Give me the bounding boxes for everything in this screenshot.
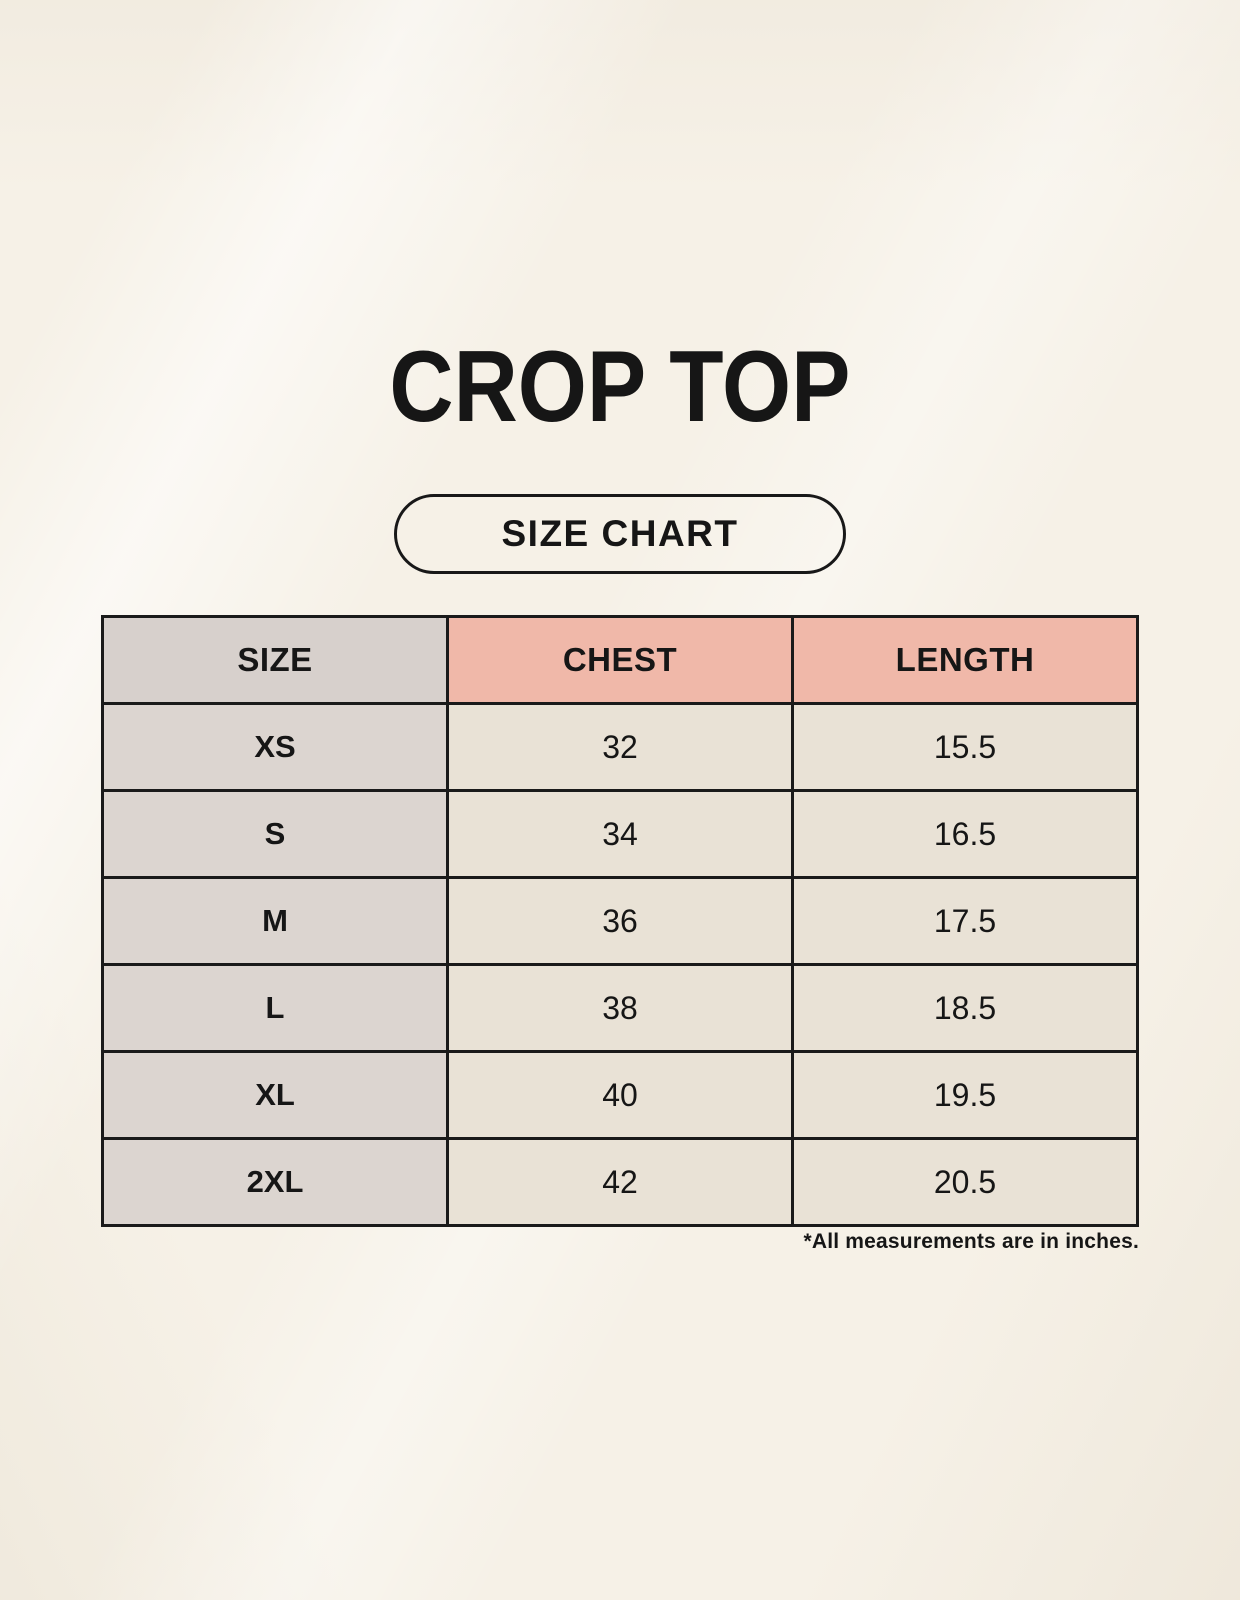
table-row: XS 32 15.5 <box>101 702 1139 792</box>
chest-cell: 34 <box>446 789 794 879</box>
size-cell: S <box>101 789 449 879</box>
length-cell: 20.5 <box>791 1137 1139 1227</box>
table-row: 2XL 42 20.5 <box>101 1137 1139 1227</box>
size-cell: M <box>101 876 449 966</box>
measurements-note: *All measurements are in inches. <box>803 1230 1139 1253</box>
size-chart-table: SIZE CHEST LENGTH XS 32 15.5 S 34 16.5 M… <box>101 615 1139 1227</box>
size-cell: XS <box>101 702 449 792</box>
length-cell: 18.5 <box>791 963 1139 1053</box>
table-row: L 38 18.5 <box>101 963 1139 1053</box>
length-cell: 16.5 <box>791 789 1139 879</box>
size-chart-label: SIZE CHART <box>501 513 739 554</box>
length-cell: 17.5 <box>791 876 1139 966</box>
page-title-text: CROP TOP <box>389 331 851 443</box>
table-row: XL 40 19.5 <box>101 1050 1139 1140</box>
chest-cell: 38 <box>446 963 794 1053</box>
size-chart-button[interactable]: SIZE CHART <box>394 494 846 574</box>
size-cell: XL <box>101 1050 449 1140</box>
length-cell: 19.5 <box>791 1050 1139 1140</box>
size-cell: 2XL <box>101 1137 449 1227</box>
chest-cell: 32 <box>446 702 794 792</box>
column-header-length: LENGTH <box>791 615 1139 705</box>
table-header-row: SIZE CHEST LENGTH <box>101 615 1139 705</box>
column-header-size: SIZE <box>101 615 449 705</box>
chest-cell: 42 <box>446 1137 794 1227</box>
table-row: S 34 16.5 <box>101 789 1139 879</box>
length-cell: 15.5 <box>791 702 1139 792</box>
page-title: CROP TOP <box>0 331 1240 443</box>
chest-cell: 36 <box>446 876 794 966</box>
size-cell: L <box>101 963 449 1053</box>
table-row: M 36 17.5 <box>101 876 1139 966</box>
column-header-chest: CHEST <box>446 615 794 705</box>
chest-cell: 40 <box>446 1050 794 1140</box>
